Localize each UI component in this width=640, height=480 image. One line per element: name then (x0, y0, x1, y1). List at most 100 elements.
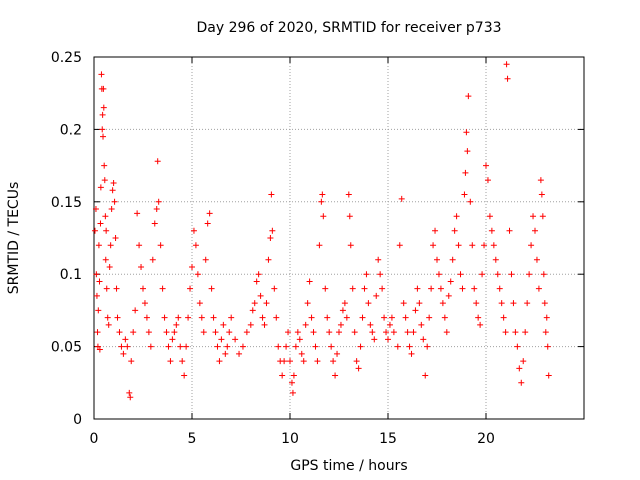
data-point (92, 206, 99, 213)
data-point (109, 187, 116, 194)
data-point (481, 242, 488, 249)
y-tick-label: 0.05 (51, 340, 82, 356)
data-point (334, 350, 341, 357)
data-point (102, 256, 109, 263)
data-point (540, 271, 547, 278)
data-point (341, 300, 348, 307)
data-point (530, 213, 537, 220)
data-point (443, 329, 450, 336)
data-point (467, 198, 474, 205)
data-point (173, 321, 180, 328)
data-point (516, 365, 523, 372)
data-point (398, 195, 405, 202)
data-point (175, 314, 182, 321)
data-point (93, 292, 100, 299)
data-point (535, 285, 542, 292)
data-point (394, 343, 401, 350)
data-point (464, 148, 471, 155)
data-point (471, 285, 478, 292)
data-point (292, 343, 299, 350)
data-point (479, 271, 486, 278)
data-point (96, 278, 103, 285)
data-point (420, 336, 427, 343)
data-point (298, 350, 305, 357)
data-point (369, 329, 376, 336)
data-point (345, 191, 352, 198)
data-point (141, 300, 148, 307)
data-point (304, 300, 311, 307)
data-point (422, 372, 429, 379)
data-point (459, 285, 466, 292)
data-point (430, 242, 437, 249)
data-point (528, 242, 535, 249)
data-point (95, 242, 102, 249)
data-point (320, 213, 327, 220)
y-tick-label: 0.1 (60, 267, 82, 283)
data-point (216, 358, 223, 365)
data-point (100, 85, 107, 92)
data-point (171, 329, 178, 336)
data-point (396, 242, 403, 249)
data-point (251, 300, 258, 307)
data-point (310, 329, 317, 336)
data-point (539, 213, 546, 220)
data-point (490, 242, 497, 249)
data-point (210, 314, 217, 321)
data-point (445, 292, 452, 299)
data-point (385, 336, 391, 343)
data-point (455, 242, 462, 249)
data-point (494, 271, 501, 278)
data-point (388, 314, 395, 321)
grid-lines (94, 57, 584, 419)
data-point (96, 346, 103, 353)
data-point (161, 314, 168, 321)
data-point (224, 343, 231, 350)
x-tick-label: 10 (281, 431, 299, 447)
data-point (463, 129, 470, 136)
data-point (185, 314, 192, 321)
data-point (296, 336, 303, 343)
data-point (151, 220, 158, 227)
data-point (196, 300, 203, 307)
data-point (91, 227, 98, 234)
data-point (136, 242, 143, 249)
data-point (167, 358, 174, 365)
data-point (107, 242, 114, 249)
data-point (253, 278, 260, 285)
data-point (308, 314, 315, 321)
data-point (113, 285, 120, 292)
data-point (390, 329, 397, 336)
data-point (263, 300, 270, 307)
data-point (377, 271, 384, 278)
data-point (228, 314, 235, 321)
data-point (181, 372, 188, 379)
data-point (124, 343, 131, 350)
data-point (200, 329, 207, 336)
data-point (412, 307, 419, 314)
data-point (447, 278, 454, 285)
data-point (106, 263, 113, 270)
data-point (506, 227, 513, 234)
data-point (130, 329, 137, 336)
data-point (314, 358, 321, 365)
data-point (520, 358, 527, 365)
data-point (206, 210, 213, 217)
data-point (259, 314, 266, 321)
data-point (437, 285, 444, 292)
data-point (408, 350, 415, 357)
data-point (134, 210, 141, 217)
data-point (484, 177, 491, 184)
y-tick-label: 0.2 (60, 122, 82, 138)
y-tick-label: 0.25 (51, 50, 82, 66)
data-point (288, 379, 295, 386)
data-point (461, 191, 468, 198)
data-point (416, 300, 423, 307)
data-point (102, 213, 109, 220)
data-point (189, 263, 195, 270)
data-point (281, 358, 288, 365)
data-point (105, 321, 112, 328)
data-point (510, 300, 517, 307)
data-point (312, 343, 319, 350)
data-point (363, 271, 370, 278)
